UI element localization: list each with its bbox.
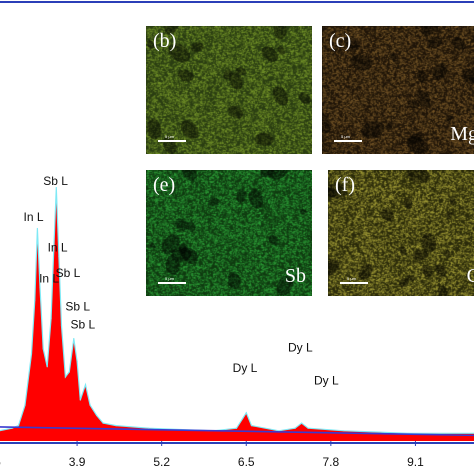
- peak-label: Sb L: [43, 174, 68, 188]
- map-label: (b): [153, 30, 177, 52]
- spectrum-layer: [0, 187, 474, 441]
- map-image: [328, 170, 474, 296]
- scale-text: 5 μm: [341, 134, 350, 139]
- data-point: [39, 286, 41, 288]
- data-point: [64, 376, 66, 378]
- map-tile-c: (c) Mg 5 μm: [322, 26, 474, 154]
- scale-bar: [340, 282, 368, 284]
- x-tick-label: 7.8: [323, 455, 340, 469]
- data-point: [115, 425, 117, 427]
- peak-label: In L: [48, 241, 68, 255]
- data-point: [294, 427, 296, 429]
- data-point: [36, 227, 39, 230]
- x-tick-label: 6.5: [238, 455, 255, 469]
- element-label: Sb: [284, 265, 306, 287]
- data-point: [245, 412, 247, 414]
- x-axis: 2.6 3.9 5.2 6.5 7.8 9.1: [0, 441, 424, 469]
- peak-label: In L: [23, 210, 43, 224]
- x-tick-label: 2.6: [0, 455, 1, 469]
- map-image: [146, 170, 312, 296]
- data-point: [24, 404, 26, 406]
- x-tick-label: 9.1: [407, 455, 424, 469]
- data-point: [30, 353, 33, 355]
- data-point: [58, 256, 60, 258]
- data-point: [89, 404, 91, 406]
- series-area-0: [0, 187, 474, 441]
- data-point: [343, 430, 345, 432]
- data-point: [301, 422, 303, 424]
- peak-label: Dy L: [233, 361, 258, 375]
- data-point: [79, 399, 81, 401]
- data-point: [68, 371, 70, 373]
- map-label: (c): [329, 30, 352, 52]
- data-point: [84, 384, 87, 386]
- plot-border: [0, 1, 474, 444]
- data-point: [34, 299, 36, 301]
- peak-label: Sb L: [71, 317, 96, 331]
- annotation-layer: Sb LIn LIn LSb LIn LSb LSb LDy LDy LDy L: [23, 174, 338, 388]
- background-baseline: [0, 426, 474, 437]
- scale-text: 5 μm: [347, 276, 356, 281]
- data-point: [307, 427, 309, 429]
- x-tick-label: 5.2: [153, 455, 170, 469]
- map-image: [146, 26, 312, 154]
- data-point: [60, 325, 63, 327]
- map-tile-e: (e) Sb 5 μm: [146, 170, 312, 296]
- map-tile-b: (b) 5 μm: [146, 26, 312, 154]
- map-label: (e): [153, 174, 176, 196]
- series-outline-0: [0, 187, 474, 434]
- data-point: [242, 417, 244, 419]
- map-tile-f: (f) C 5 μm: [328, 170, 474, 296]
- scale-text: 5 μm: [165, 276, 174, 281]
- data-point: [73, 338, 75, 340]
- data-point: [53, 251, 55, 253]
- map-label: (f): [335, 174, 355, 196]
- data-point: [76, 361, 78, 363]
- scale-bar: [158, 140, 186, 142]
- data-point: [50, 317, 52, 319]
- map-image: [322, 26, 474, 154]
- data-point: [17, 425, 20, 427]
- data-point: [148, 427, 150, 429]
- data-point: [250, 425, 253, 427]
- peak-label: Dy L: [288, 340, 313, 354]
- data-point: [46, 366, 48, 368]
- data-point: [235, 427, 238, 429]
- data-point: [42, 348, 44, 350]
- scale-bar: [334, 140, 362, 142]
- scale-text: 5 μm: [165, 134, 174, 139]
- peak-label: Sb L: [65, 299, 90, 313]
- data-point: [96, 414, 98, 416]
- peak-label: Dy L: [314, 374, 339, 388]
- peak-label: In L: [39, 271, 59, 285]
- element-label: Mg: [450, 123, 474, 145]
- element-label: C: [466, 265, 474, 287]
- scale-bar: [158, 282, 186, 284]
- data-point: [55, 187, 57, 189]
- data-point: [102, 422, 104, 424]
- x-tick-label: 3.9: [69, 455, 86, 469]
- peak-label: Sb L: [56, 266, 81, 280]
